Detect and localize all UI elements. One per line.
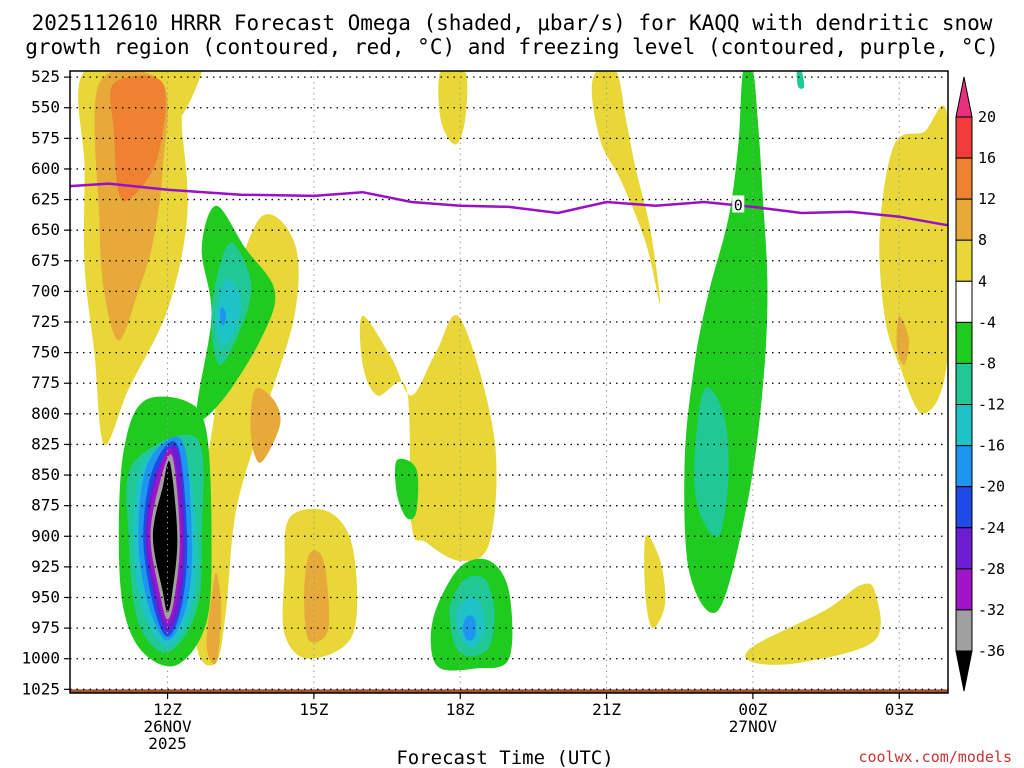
freezing-level-label: 0 — [734, 196, 743, 214]
x-tick-label-21Z: 21Z — [592, 700, 621, 719]
region-right-positive — [591, 71, 661, 304]
y-tick-label-750: 750 — [31, 343, 60, 362]
region-omega-left-36 — [152, 460, 178, 613]
x-tick-label-12Z: 12Z — [153, 700, 182, 719]
colorbar-segment-16-to-12 — [955, 157, 973, 200]
x-tick-label-03Z: 03Z — [885, 700, 914, 719]
region-left-lower-8 — [206, 572, 222, 665]
colorbar: 20 16 12 8 4 -4 -8 -12 -16 -20 -24 -28 -32 -36 — [955, 76, 1005, 692]
region-ground-strip — [70, 689, 948, 693]
region-lower-right-yellow — [745, 583, 881, 665]
colorbar-segment--24-to--28 — [955, 527, 973, 570]
x-tick-date-12Z: 26NOV — [143, 717, 192, 736]
colorbar-segment-4-to--4 — [955, 280, 973, 323]
colorbar-bottom-arrow — [955, 650, 973, 692]
region-left-mid-8 — [250, 388, 281, 463]
y-tick-label-600: 600 — [31, 159, 60, 178]
colorbar-label--8: -8 — [978, 354, 996, 372]
x-tick-year-12Z: 2025 — [148, 734, 187, 753]
y-tick-label-975: 975 — [31, 618, 60, 637]
colorbar-label--16: -16 — [978, 437, 1005, 455]
x-tick-label-15Z: 15Z — [299, 700, 328, 719]
x-tick-date-00Z: 27NOV — [729, 717, 778, 736]
credit-text: coolwx.com/models — [858, 748, 1012, 766]
y-tick-label-575: 575 — [31, 128, 60, 147]
colorbar-top-arrow — [955, 76, 973, 118]
colorbar-segment--20-to--24 — [955, 486, 973, 529]
colorbar-label-20: 20 — [978, 108, 996, 126]
region-mid-8-sm — [304, 550, 330, 643]
colorbar-segment-20-to-16 — [955, 116, 973, 159]
colorbar-label-4: 4 — [978, 272, 987, 290]
chart-title-line1: 2025112610 HRRR Forecast Omega (shaded, … — [32, 11, 993, 35]
colorbar-segment--32-to--36 — [955, 609, 973, 652]
colorbar-label-8: 8 — [978, 231, 987, 249]
y-tick-label-850: 850 — [31, 465, 60, 484]
colorbar-segment--28-to--32 — [955, 568, 973, 611]
colorbar-label--24: -24 — [978, 519, 1005, 537]
region-mid-yellow-rise — [359, 314, 497, 561]
freezing-level-label-bg — [732, 195, 745, 213]
region-upper-right-top — [167, 71, 202, 120]
plot-frame — [69, 70, 949, 694]
region-upper-left-12 — [110, 75, 166, 201]
colorbar-label--4: -4 — [978, 313, 996, 331]
region-omega-upper-streak-20 — [220, 307, 227, 326]
y-tick-label-825: 825 — [31, 434, 60, 453]
colorbar-segment-12-to-8 — [955, 198, 973, 241]
region-omega-right-vert-12 — [694, 387, 729, 538]
y-tick-label-550: 550 — [31, 98, 60, 117]
y-tick-label-525: 525 — [31, 67, 60, 86]
y-tick-label-700: 700 — [31, 281, 60, 300]
y-tick-label-650: 650 — [31, 220, 60, 239]
region-descending-yellow — [194, 214, 299, 666]
chart-title-line2: growth region (contoured, red, °C) and f… — [25, 35, 999, 59]
region-omega-upper-streak-16 — [216, 278, 242, 347]
colorbar-label--12: -12 — [978, 396, 1005, 414]
y-tick-label-725: 725 — [31, 312, 60, 331]
region-lower-mid-yellow — [644, 535, 666, 629]
y-tick-label-925: 925 — [31, 557, 60, 576]
region-omega-right-vert-top — [796, 71, 805, 89]
colorbar-segment--4-to--8 — [955, 321, 973, 364]
colorbar-segment--8-to--12 — [955, 362, 973, 406]
region-top-mid-positive — [438, 71, 468, 145]
y-tick-label-875: 875 — [31, 496, 60, 515]
colorbar-segment--12-to--16 — [955, 404, 973, 447]
colorbar-label-16: 16 — [978, 149, 996, 167]
y-axis: 525 550 575 600 625 650 675 700 725 750 775 800 825 8… — [21, 67, 70, 698]
colorbar-label--28: -28 — [978, 560, 1005, 578]
colorbar-label--36: -36 — [978, 642, 1005, 660]
region-omega-bottom-mid-20 — [462, 615, 476, 641]
shaded-omega-regions — [70, 71, 948, 693]
y-tick-label-1000: 1000 — [21, 649, 60, 668]
region-omega-right-vert — [684, 71, 768, 613]
x-axis-label: Forecast Time (UTC) — [396, 747, 613, 768]
x-tick-label-18Z: 18Z — [446, 700, 475, 719]
colorbar-label--20: -20 — [978, 478, 1005, 496]
y-tick-label-950: 950 — [31, 587, 60, 606]
colorbar-segment--16-to--20 — [955, 445, 973, 488]
y-tick-label-625: 625 — [31, 190, 60, 209]
colorbar-label-12: 12 — [978, 190, 996, 208]
colorbar-label--32: -32 — [978, 601, 1005, 619]
region-green-pulse — [394, 458, 419, 520]
x-tick-label-00Z: 00Z — [738, 700, 767, 719]
y-tick-label-800: 800 — [31, 404, 60, 423]
freezing-level-line — [69, 182, 949, 227]
y-tick-label-1025: 1025 — [21, 679, 60, 698]
freezing-level-layer: 0 — [69, 182, 949, 227]
y-tick-label-675: 675 — [31, 251, 60, 270]
y-tick-label-775: 775 — [31, 373, 60, 392]
region-upper-right-yellow — [879, 105, 948, 414]
colorbar-segment-8-to-4 — [955, 239, 973, 282]
gridlines — [70, 71, 948, 693]
y-tick-label-900: 900 — [31, 526, 60, 545]
